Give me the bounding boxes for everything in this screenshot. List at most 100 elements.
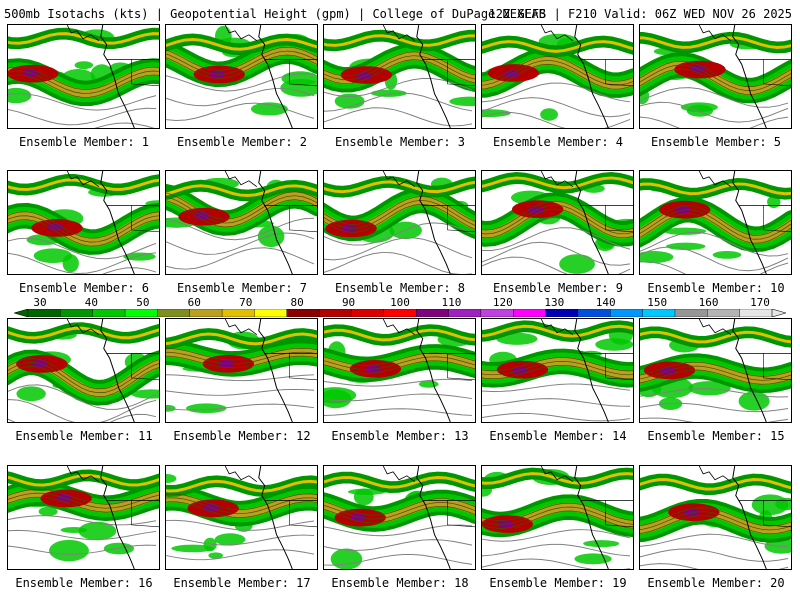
isotach-blob [186,403,227,414]
alaska-coast [66,171,100,188]
isotach-blob [449,96,475,107]
alaska-coast [540,319,574,336]
height-contour [482,558,631,569]
alaska-coast [698,171,732,188]
isotach-blob [38,506,58,517]
height-contour [94,122,155,128]
isotach-blob [171,544,215,553]
alaska-coast [66,25,100,42]
ensemble-member-label: Ensemble Member: 7 [176,281,308,295]
colorbar-label: 100 [390,296,410,309]
ensemble-member-map [323,24,476,129]
isotach-blob [666,242,706,251]
colorbar-arrow-right [771,309,786,317]
ensemble-member-map [481,318,634,423]
isotach-blob [334,93,365,109]
jet-band-north-core [640,478,791,491]
wind-streamline [166,347,317,361]
colorbar-label: 120 [492,296,513,309]
height-contour [8,384,157,410]
coastline [732,466,767,569]
isotach-blob [540,108,558,121]
isotach-blob [49,539,89,562]
ensemble-member-label: Ensemble Member: 15 [647,429,785,443]
wind-streamline [166,54,317,79]
height-contour [482,227,631,251]
wind-streamline [8,219,159,247]
state-border [131,500,159,528]
alaska-coast [382,25,416,42]
wind-streamline [8,215,159,243]
colorbar-label: 50 [136,296,150,309]
wind-streamline [640,369,791,385]
wind-streamline [8,211,159,239]
alaska-coast [382,171,416,188]
height-contour [166,73,315,92]
state-border [447,59,475,87]
colorbar-swatch [124,309,158,317]
colorbar-swatch [254,309,288,317]
isotach-map [640,25,791,128]
colorbar-label: 110 [441,296,462,309]
ensemble-member-label: Ensemble Member: 8 [334,281,466,295]
isotach-map [640,319,791,422]
wind-streamline [482,361,633,376]
wind-streamline [482,63,633,90]
wind-streamline [324,59,475,85]
height-contour [324,222,473,246]
isotach-blob [166,404,176,412]
ensemble-member-map [481,24,634,129]
isotach-blob [680,102,718,112]
coastline [258,466,293,569]
state-border [605,500,633,528]
isotach-blob [330,548,363,569]
height-contour [8,252,157,274]
coastline [258,25,293,128]
wind-streamline [640,515,791,535]
height-contour [8,529,157,541]
height-contour [166,88,315,107]
isotach-blob [324,387,357,404]
ensemble-member-label: Ensemble Member: 18 [331,576,469,590]
state-border [131,59,159,87]
wind-streamline [640,205,791,236]
wind-streamline [324,352,475,366]
coastline [574,25,609,128]
colorbar-label: 70 [239,296,253,309]
colorbar-swatch [351,309,385,317]
wind-streamline [8,496,159,513]
ensemble-member-label: Ensemble Member: 5 [650,135,782,149]
colorbar-swatch [545,309,579,317]
height-contour [166,388,315,396]
wind-streamline [324,196,475,225]
ensemble-member-label: Ensemble Member: 10 [647,281,785,295]
jet-band-north-core [8,473,159,487]
colorbar-label: 150 [647,296,668,309]
isotach-blob [370,89,407,97]
wind-streamline [324,356,475,370]
state-border [447,500,475,528]
wind-streamline [8,66,159,90]
isotach-blob [712,251,742,259]
state-border [447,353,475,381]
isotach-blob [250,102,288,116]
jet-band-north-core [324,34,475,47]
alaska-coast [698,466,732,483]
isotach-blob [688,381,731,396]
colorbar-swatch [480,309,514,317]
height-contour [166,549,315,561]
jet-band-north-core [166,184,317,197]
isotach-blob [574,553,612,565]
colorbar-swatch [318,309,352,317]
height-contour [166,102,315,122]
colorbar-swatch [448,309,482,317]
colorbar-label: 130 [544,296,565,309]
wind-streamline [166,195,317,224]
height-contour [324,107,473,127]
height-contour [324,92,473,112]
wind-streamline [166,351,317,365]
height-contour [482,112,631,128]
wind-streamline [482,200,633,231]
coastline [416,466,451,569]
wind-streamline [8,365,159,398]
